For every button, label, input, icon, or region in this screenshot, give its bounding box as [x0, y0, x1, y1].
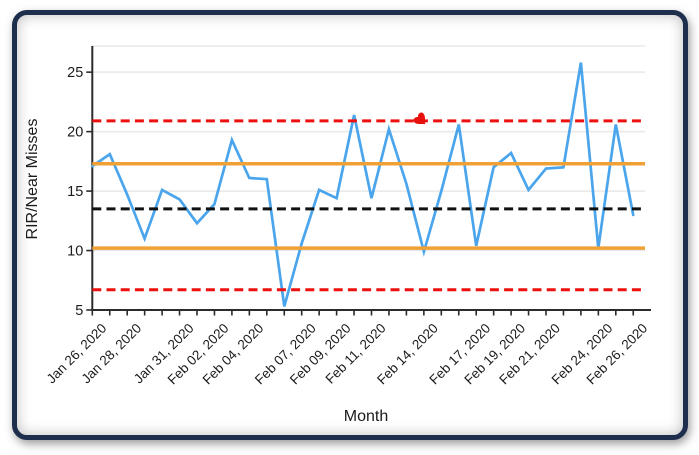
y-tick-label: 10	[67, 244, 83, 260]
y-tick-label: 20	[67, 125, 83, 141]
marker-layer	[413, 112, 426, 125]
y-tick-label: 25	[67, 65, 83, 81]
grid-layer	[92, 45, 645, 252]
chart-card-frame	[12, 10, 688, 440]
x-axis-title: Month	[344, 408, 388, 425]
y-axis-title: RIR/Near Misses	[24, 119, 41, 240]
y-tick-label: 5	[75, 303, 83, 319]
reference-lines-layer	[92, 119, 645, 292]
y-tick-label: 15	[67, 184, 83, 200]
data-series-line	[90, 62, 635, 307]
series-layer	[90, 62, 635, 307]
special-cause-marker	[413, 112, 426, 125]
